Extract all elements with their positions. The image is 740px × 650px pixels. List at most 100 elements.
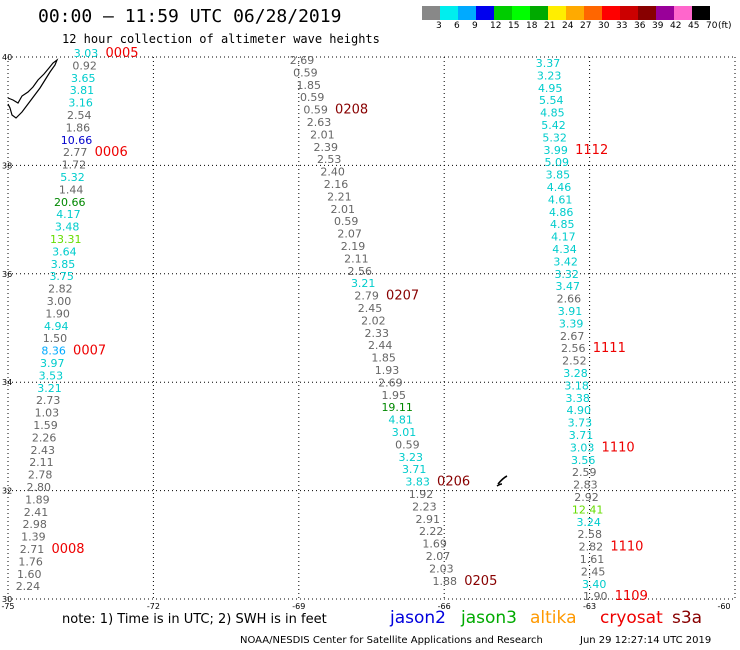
wave-height-value: 3.83 xyxy=(405,476,430,489)
wave-height-value: 4.85 xyxy=(540,107,565,120)
wave-height-value: 5.32 xyxy=(542,131,567,144)
wave-height-value: 2.77 xyxy=(63,146,88,159)
wave-height-value: 4.17 xyxy=(56,208,81,221)
lon-label: -69 xyxy=(292,602,305,611)
wave-height-value: 3.48 xyxy=(55,221,80,234)
wave-height-value: 3.53 xyxy=(39,369,64,382)
lat-label: 30 xyxy=(2,595,12,604)
wave-height-value: 0.59 xyxy=(334,215,359,228)
credit-footer: NOAA/NESDIS Center for Satellite Applica… xyxy=(240,635,543,646)
wave-height-value: 3.75 xyxy=(49,270,74,283)
wave-height-value: 5.42 xyxy=(541,119,566,132)
wave-height-value: 3.32 xyxy=(554,268,579,281)
wave-height-value: 3.16 xyxy=(68,97,93,110)
wave-height-value: 3.81 xyxy=(70,84,95,97)
wave-height-value: 1.59 xyxy=(33,419,58,432)
scale-swatch xyxy=(620,6,638,20)
wave-height-value: 4.85 xyxy=(550,218,575,231)
wave-height-value: 2.45 xyxy=(581,565,606,578)
time-label: 0206 xyxy=(437,475,470,490)
wave-height-value: 2.59 xyxy=(572,466,597,479)
wave-height-value: 3.85 xyxy=(546,169,571,182)
wave-height-value: 3.21 xyxy=(351,277,376,290)
satellite-name: jason2 xyxy=(390,608,446,628)
wave-height-value: 3.73 xyxy=(568,417,593,430)
scale-swatch xyxy=(458,6,476,20)
wave-height-value: 2.56 xyxy=(561,342,586,355)
scale-swatch xyxy=(512,6,530,20)
wave-height-value: 2.11 xyxy=(344,252,369,265)
scale-label: 30 xyxy=(598,21,610,31)
wave-height-value: 3.24 xyxy=(576,516,601,529)
wave-height-value: 3.23 xyxy=(399,451,424,464)
wave-height-value: 4.86 xyxy=(549,206,574,219)
wave-height-value: 2.24 xyxy=(16,580,41,593)
wave-height-value: 2.03 xyxy=(429,562,454,575)
wave-height-value: 3.01 xyxy=(392,426,417,439)
wave-height-value: 1.93 xyxy=(375,364,400,377)
wave-height-value: 1.89 xyxy=(25,493,50,506)
wave-height-value: 2.91 xyxy=(416,513,441,526)
wave-height-value: 1.86 xyxy=(66,121,91,134)
lat-label: 36 xyxy=(2,270,12,279)
wave-height-value: 0.59 xyxy=(303,104,328,117)
wave-height-value: 2.01 xyxy=(310,128,335,141)
time-label: 0008 xyxy=(51,542,84,557)
time-label: 1110 xyxy=(602,440,635,455)
color-scale-labels: 3 6 9 12 15 18 21 24 27 30 33 36 39 42 45 70 (ft) xyxy=(422,21,740,33)
scale-swatch xyxy=(674,6,692,20)
wave-height-value: 1.90 xyxy=(583,590,608,603)
wave-height-value: 1.61 xyxy=(580,553,605,566)
wave-height-value: 1.85 xyxy=(297,79,322,92)
wave-height-value: 2.43 xyxy=(31,444,56,457)
wave-height-value: 4.17 xyxy=(551,231,576,244)
wave-height-value: 1.88 xyxy=(433,575,458,588)
wave-height-value: 4.46 xyxy=(547,181,572,194)
time-label: 1109 xyxy=(615,589,648,604)
scale-swatch xyxy=(566,6,584,20)
wave-height-value: 3.97 xyxy=(40,357,65,370)
wave-height-value: 20.66 xyxy=(54,196,86,209)
wave-height-value: 2.71 xyxy=(20,543,45,556)
wave-height-value: 2.69 xyxy=(290,54,315,67)
wave-height-value: 2.58 xyxy=(578,528,603,541)
wave-height-value: 4.34 xyxy=(552,243,577,256)
scale-label: 39 xyxy=(652,21,664,31)
wave-height-value: 0.59 xyxy=(300,91,325,104)
wave-height-value: 2.56 xyxy=(348,265,373,278)
wave-height-value: 5.54 xyxy=(539,94,564,107)
wave-height-value: 2.16 xyxy=(324,178,349,191)
timestamp-footer: Jun 29 12:27:14 UTC 2019 xyxy=(580,635,712,646)
lon-label: -66 xyxy=(438,602,451,611)
scale-label: 9 xyxy=(472,21,478,31)
wave-height-value: 4.94 xyxy=(44,320,69,333)
wave-height-value: 3.18 xyxy=(564,379,589,392)
page-title: 00:00 – 11:59 UTC 06/28/2019 xyxy=(38,6,342,27)
lat-label: 38 xyxy=(2,161,12,170)
time-label: 0007 xyxy=(73,344,106,359)
wave-height-value: 3.00 xyxy=(47,295,72,308)
lat-label: 34 xyxy=(2,378,12,387)
scale-label: 3 xyxy=(436,21,442,31)
scale-label: 12 xyxy=(490,21,502,31)
scale-label: 42 xyxy=(670,21,682,31)
wave-height-value: 2.54 xyxy=(67,109,92,122)
wave-height-value: 5.09 xyxy=(545,156,570,169)
wave-height-value: 2.53 xyxy=(317,153,342,166)
wave-height-value: 2.69 xyxy=(378,376,403,389)
wave-height-value: 4.90 xyxy=(567,404,592,417)
lat-label: 32 xyxy=(2,487,12,496)
wave-height-value: 1.60 xyxy=(17,568,42,581)
scale-label: 6 xyxy=(454,21,460,31)
scale-swatch xyxy=(440,6,458,20)
wave-height-value: 4.95 xyxy=(538,82,563,95)
wave-height-value: 0.59 xyxy=(395,438,420,451)
scale-label: 33 xyxy=(616,21,628,31)
bermuda-island xyxy=(496,475,508,487)
wave-height-value: 2.52 xyxy=(562,355,587,368)
wave-height-value: 3.64 xyxy=(52,245,77,258)
scale-label: 15 xyxy=(508,21,520,31)
wave-height-value: 4.81 xyxy=(388,414,413,427)
wave-height-value: 2.21 xyxy=(327,190,352,203)
